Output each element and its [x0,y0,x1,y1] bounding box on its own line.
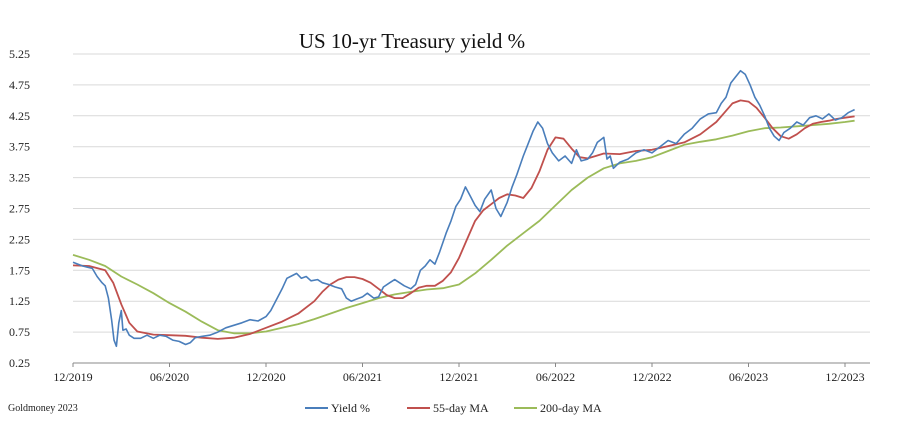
series-line-yield [72,69,855,348]
y-axis-ticks: 0.25 0.75 1.25 1.75 2.25 2.75 3.25 3.75 4.25 4.75… [9,47,30,370]
y-tick-label: 1.75 [9,263,30,277]
x-tick-label: 12/2019 [53,370,92,384]
y-tick-label: 4.75 [9,78,30,92]
y-tick-label: 2.25 [9,232,30,246]
x-tick-label: 06/2020 [150,370,189,384]
y-tick-label: 0.25 [9,356,30,370]
source-note: Goldmoney 2023 [8,403,78,414]
y-tick-label: 2.75 [9,202,30,216]
y-tick-label: 0.75 [9,325,30,339]
x-tick-label: 06/2021 [343,370,382,384]
legend-label: Yield % [331,401,370,415]
grid-lines [73,53,870,364]
x-tick-label: 12/2020 [246,370,285,384]
legend-label: 200-day MA [540,401,602,415]
y-tick-label: 1.25 [9,294,30,308]
y-tick-label: 5.25 [9,47,30,61]
x-axis-ticks: 12/2019 06/2020 12/2020 06/2021 12/2021 06/20… [53,363,865,384]
x-tick-label: 06/2022 [536,370,575,384]
x-tick-label: 12/2021 [439,370,478,384]
series-line-200-day-ma [72,119,855,335]
series-lines [72,69,855,348]
legend-label: 55-day MA [433,401,489,415]
y-tick-label: 3.75 [9,140,30,154]
chart-title: US 10-yr Treasury yield % [299,29,525,53]
x-tick-label: 12/2023 [825,370,864,384]
series-line-55-day-ma [72,99,855,340]
y-tick-label: 3.25 [9,171,30,185]
y-tick-label: 4.25 [9,109,30,123]
legend: Yield % 55-day MA 200-day MA [305,401,602,415]
x-tick-label: 06/2023 [729,370,768,384]
x-tick-label: 12/2022 [632,370,671,384]
